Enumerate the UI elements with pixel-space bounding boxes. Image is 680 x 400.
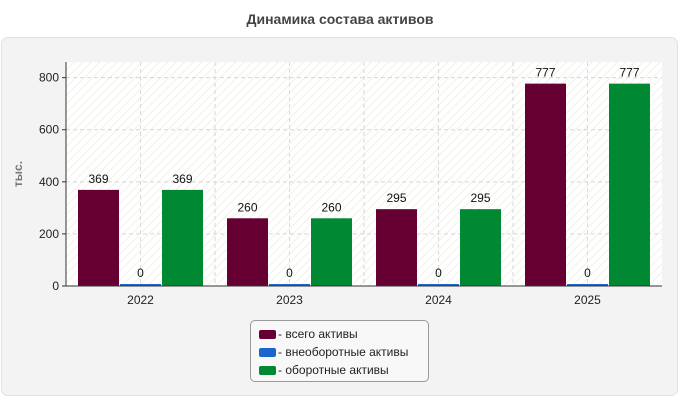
- y-axis-label: тыс.: [11, 161, 25, 187]
- legend-item: - оборотные активы: [259, 361, 420, 379]
- legend-swatch: [259, 329, 276, 339]
- data-label: 369: [88, 172, 108, 186]
- bar: [269, 284, 310, 286]
- data-label: 0: [137, 266, 144, 280]
- data-label: 0: [435, 266, 442, 280]
- bar: [162, 189, 203, 286]
- legend-prefix: -: [278, 363, 286, 377]
- legend-prefix: -: [278, 327, 286, 341]
- bar: [376, 209, 417, 286]
- y-tick-label: 200: [39, 227, 59, 241]
- legend-swatch: [259, 347, 276, 357]
- legend-swatch: [259, 365, 276, 375]
- legend-label: внеоборотные активы: [285, 345, 409, 359]
- bar: [525, 83, 566, 286]
- data-label: 295: [386, 191, 406, 205]
- bar: [311, 218, 352, 286]
- x-tick-label: 2022: [127, 293, 154, 307]
- bars: 369 0 369 260 0 260 295 0 295 777 0 777: [78, 66, 650, 286]
- legend-item: - внеоборотные активы: [259, 343, 420, 361]
- data-label: 295: [470, 191, 490, 205]
- grid-lines: [66, 62, 662, 286]
- data-label: 260: [237, 200, 257, 214]
- data-label: 777: [535, 66, 555, 80]
- x-tick-label: 2025: [574, 293, 601, 307]
- bar: [120, 284, 161, 286]
- bar: [78, 189, 119, 286]
- x-tick-label: 2024: [425, 293, 452, 307]
- legend-item: - всего активы: [259, 325, 420, 343]
- y-tick-label: 0: [52, 279, 59, 293]
- y-tick-label: 600: [39, 123, 59, 137]
- bar: [460, 209, 501, 286]
- legend-label: всего активы: [285, 327, 358, 341]
- bar: [418, 284, 459, 286]
- y-tick-label: 800: [39, 71, 59, 85]
- y-tick-label: 400: [39, 175, 59, 189]
- data-label: 260: [321, 200, 341, 214]
- chart-title: Динамика состава активов: [246, 11, 434, 27]
- x-tick-label: 2023: [276, 293, 303, 307]
- data-label: 369: [172, 172, 192, 186]
- bar: [567, 284, 608, 286]
- bar: [609, 83, 650, 286]
- data-label: 777: [619, 66, 639, 80]
- legend-label: оборотные активы: [285, 363, 389, 377]
- legend: - всего активы - внеоборотные активы - обо…: [250, 320, 429, 382]
- legend-prefix: -: [278, 345, 286, 359]
- data-label: 0: [286, 266, 293, 280]
- bar: [227, 218, 268, 286]
- data-label: 0: [584, 266, 591, 280]
- axes: 0 200 400 600 800 2022 2023 2024 2025: [39, 62, 662, 307]
